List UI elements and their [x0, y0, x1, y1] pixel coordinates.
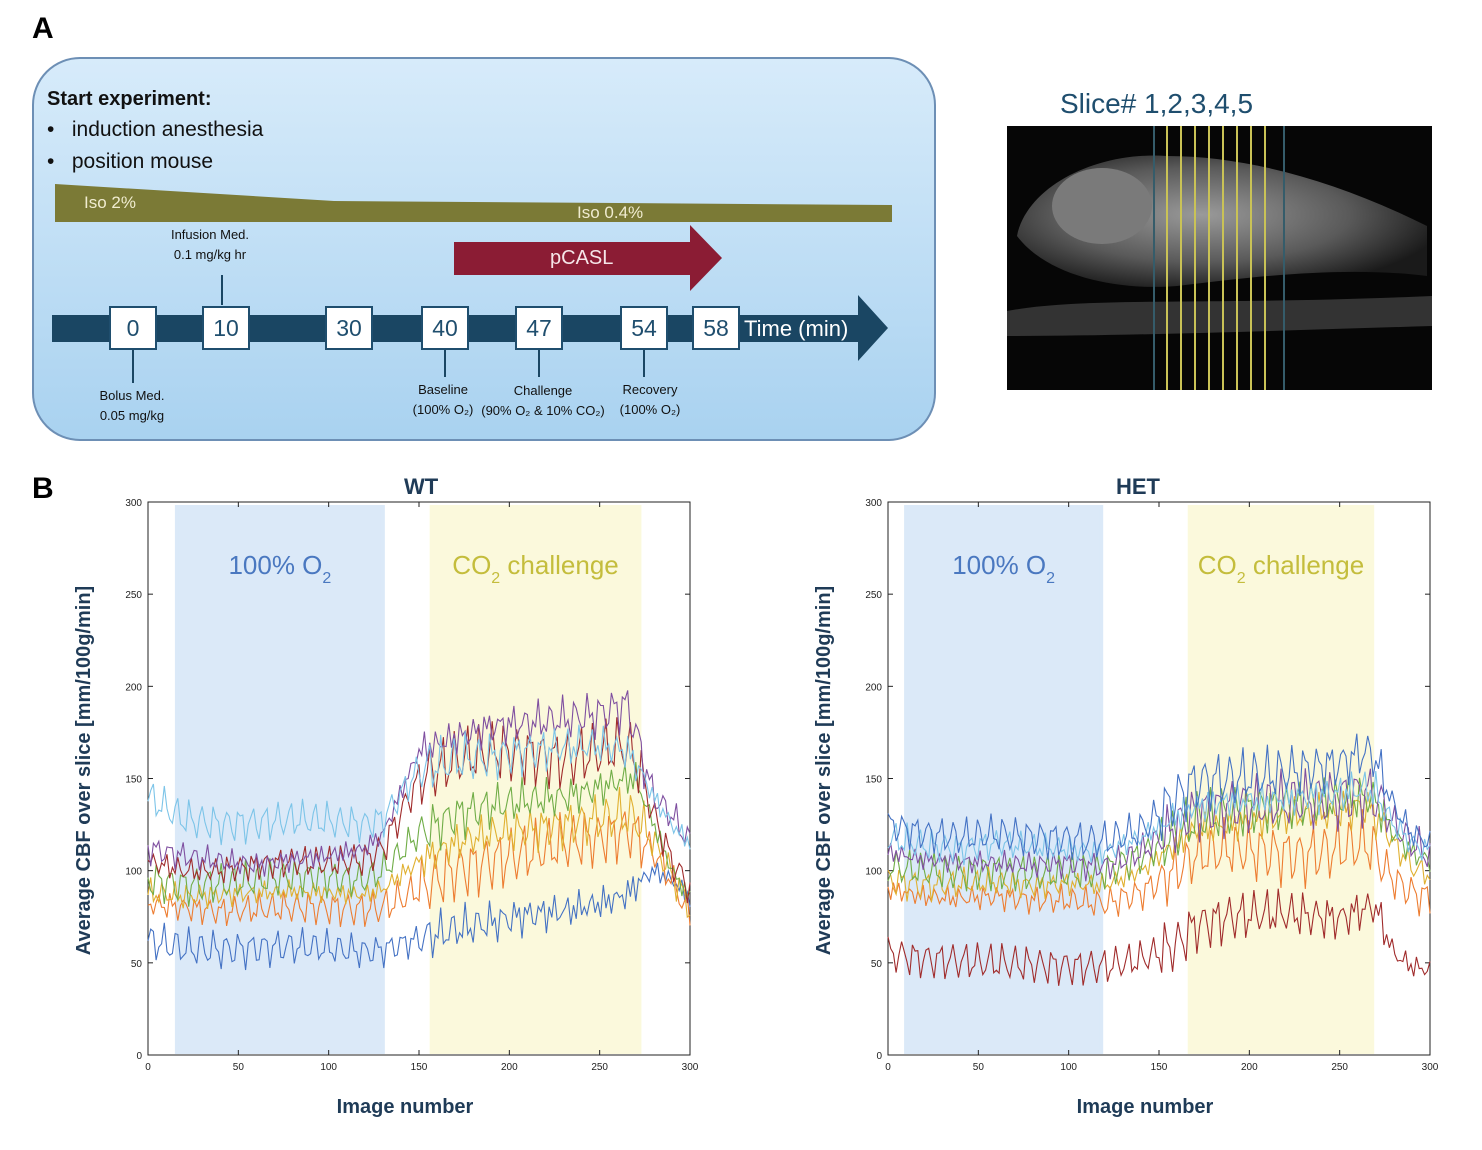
protocol-diagram	[52, 184, 892, 383]
neck-shape	[1007, 296, 1432, 336]
infusion-line-1: Infusion Med.	[170, 227, 250, 242]
x-tick-label-300: 300	[1422, 1062, 1439, 1073]
x-axis-title: Image number	[337, 1096, 474, 1118]
y-tick-label-100: 100	[865, 867, 882, 878]
bullet-item-1: • induction anesthesia	[47, 118, 264, 141]
y-tick-label-100: 100	[125, 867, 142, 878]
time-box-40: 40	[421, 306, 469, 350]
y-axis-title: Average CBF over slice [mm/100g/min]	[73, 586, 95, 955]
series-line-1	[887, 888, 1431, 986]
panel-label-b: B	[32, 472, 54, 505]
recovery-line-2: (100% O₂)	[619, 402, 681, 417]
bullet-text-1: induction anesthesia	[71, 118, 264, 141]
iso-high-label: Iso 2%	[84, 193, 136, 212]
x-tick-label-150: 150	[411, 1062, 428, 1073]
region-challenge	[1187, 505, 1375, 1054]
series-line-2	[147, 811, 691, 928]
time-box-10: 10	[202, 306, 250, 350]
start-experiment-title: Start experiment:	[47, 88, 212, 110]
time-box-54: 54	[620, 306, 668, 350]
x-tick-label-100: 100	[320, 1062, 337, 1073]
cerebellum-shape	[1052, 168, 1152, 244]
baseline-line-2: (100% O₂)	[412, 402, 474, 417]
x-tick-label-200: 200	[501, 1062, 518, 1073]
iso-low-label: Iso 0.4%	[577, 203, 644, 222]
y-tick-label-200: 200	[125, 682, 142, 693]
het-chart-title: HET	[1116, 474, 1160, 499]
time-box-0: 0	[109, 306, 157, 350]
y-tick-label-0: 0	[136, 1051, 142, 1062]
challenge-line-1: Challenge	[513, 383, 573, 398]
series-line-1	[147, 862, 691, 971]
y-tick-label-250: 250	[865, 590, 882, 601]
y-axis-title: Average CBF over slice [mm/100g/min]	[813, 586, 835, 955]
y-tick-label-250: 250	[125, 590, 142, 601]
infusion-line-2: 0.1 mg/kg hr	[173, 247, 247, 262]
x-tick-label-100: 100	[1060, 1062, 1077, 1073]
x-tick-label-150: 150	[1151, 1062, 1168, 1073]
series-line-7	[887, 733, 1431, 860]
series-line-6	[147, 690, 691, 877]
x-tick-label-50: 50	[233, 1062, 245, 1073]
time-axis-label: Time (min)	[744, 316, 849, 341]
x-tick-label-300: 300	[682, 1062, 699, 1073]
region-baseline	[174, 505, 385, 1054]
y-tick-label-150: 150	[125, 775, 142, 786]
x-tick-label-200: 200	[1241, 1062, 1258, 1073]
x-tick-label-0: 0	[885, 1062, 891, 1073]
pcasl-label: pCASL	[550, 247, 614, 269]
x-tick-label-250: 250	[1331, 1062, 1348, 1073]
timeline-arrow	[52, 295, 888, 361]
baseline-label: Baseline (100% O₂)	[383, 380, 503, 420]
mri-drawing	[1007, 126, 1432, 390]
baseline-line-1: Baseline	[418, 382, 468, 397]
series-line-7	[147, 724, 691, 850]
x-tick-label-250: 250	[591, 1062, 608, 1073]
time-box-47: 47	[515, 306, 563, 350]
recovery-label: Recovery (100% O₂)	[590, 380, 710, 420]
y-tick-label-50: 50	[131, 959, 143, 970]
series-line-3	[887, 790, 1431, 902]
time-box-58: 58	[692, 306, 740, 350]
slice-lines	[1166, 126, 1266, 390]
bullet-text-2: position mouse	[71, 150, 214, 173]
series-line-5	[887, 768, 1431, 882]
bolus-label: Bolus Med. 0.05 mg/kg	[72, 386, 192, 426]
y-tick-label-300: 300	[125, 498, 142, 509]
pcasl-arrow	[454, 225, 722, 291]
iso-bar	[55, 184, 892, 222]
mri-image	[1007, 126, 1432, 390]
wt-chart-title: WT	[404, 474, 439, 499]
bolus-line-1: Bolus Med.	[99, 388, 165, 403]
panel-label-a: A	[32, 12, 54, 45]
recovery-line-1: Recovery	[622, 382, 678, 397]
challenge-label: Challenge (90% O₂ & 10% CO₂)	[468, 381, 618, 421]
bullet-item-2: • position mouse	[47, 150, 214, 173]
y-tick-label-150: 150	[865, 775, 882, 786]
x-axis-title: Image number	[1077, 1096, 1214, 1118]
y-tick-label-200: 200	[865, 682, 882, 693]
time-box-30: 30	[325, 306, 373, 350]
challenge-line-2: (90% O₂ & 10% CO₂)	[481, 403, 605, 418]
series-line-2	[887, 809, 1431, 917]
x-tick-label-50: 50	[973, 1062, 985, 1073]
y-tick-label-50: 50	[871, 959, 883, 970]
slice-label: Slice# 1,2,3,4,5	[1060, 88, 1254, 119]
series-line-4	[147, 762, 691, 907]
bolus-line-2: 0.05 mg/kg	[99, 408, 165, 423]
x-tick-label-0: 0	[145, 1062, 151, 1073]
y-tick-label-300: 300	[865, 498, 882, 509]
infusion-label: Infusion Med. 0.1 mg/kg hr	[150, 225, 270, 265]
region-baseline	[904, 505, 1104, 1054]
y-tick-label-0: 0	[876, 1051, 882, 1062]
